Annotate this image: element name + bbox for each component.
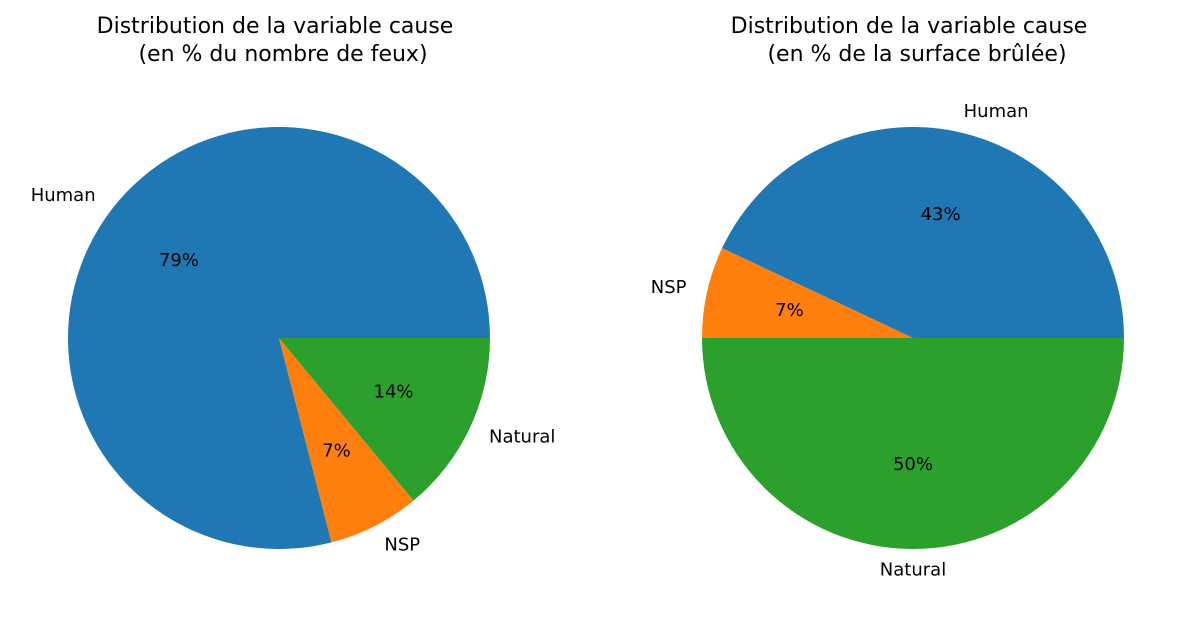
chart-title-line-1: Distribution de la variable cause (97, 14, 454, 39)
pie-chart-fire-count: Distribution de la variable cause (en % … (31, 14, 556, 555)
pie-chart-burned-area: Distribution de la variable cause (en % … (651, 14, 1124, 581)
chart-title-line-2: (en % de la surface brûlée) (767, 42, 1066, 67)
pie-slice-natural (702, 338, 1124, 549)
slice-label-nsp: NSP (384, 534, 420, 555)
pie-slice-human (67, 126, 490, 549)
slice-value-label-human: 43% (921, 204, 961, 225)
chart-title-line-1: Distribution de la variable cause (731, 14, 1088, 39)
slice-label-nsp: NSP (651, 277, 687, 298)
slice-label-natural: Natural (880, 560, 946, 581)
slice-label-human: Human (31, 185, 96, 206)
pie-slice-nsp (279, 338, 414, 543)
slice-label-human: Human (964, 101, 1029, 122)
slice-value-label-nsp: 7% (322, 440, 351, 461)
pie-slice-human (722, 126, 1124, 338)
slice-value-label-natural: 50% (893, 454, 933, 475)
slice-value-label-nsp: 7% (775, 300, 804, 321)
slice-value-label-human: 79% (159, 250, 199, 271)
pie-slice-nsp (702, 248, 913, 338)
slice-value-label-natural: 14% (374, 381, 414, 402)
chart-title-line-2: (en % du nombre de feux) (138, 42, 427, 67)
pie-slice-natural (279, 338, 490, 501)
slice-label-natural: Natural (489, 426, 555, 447)
